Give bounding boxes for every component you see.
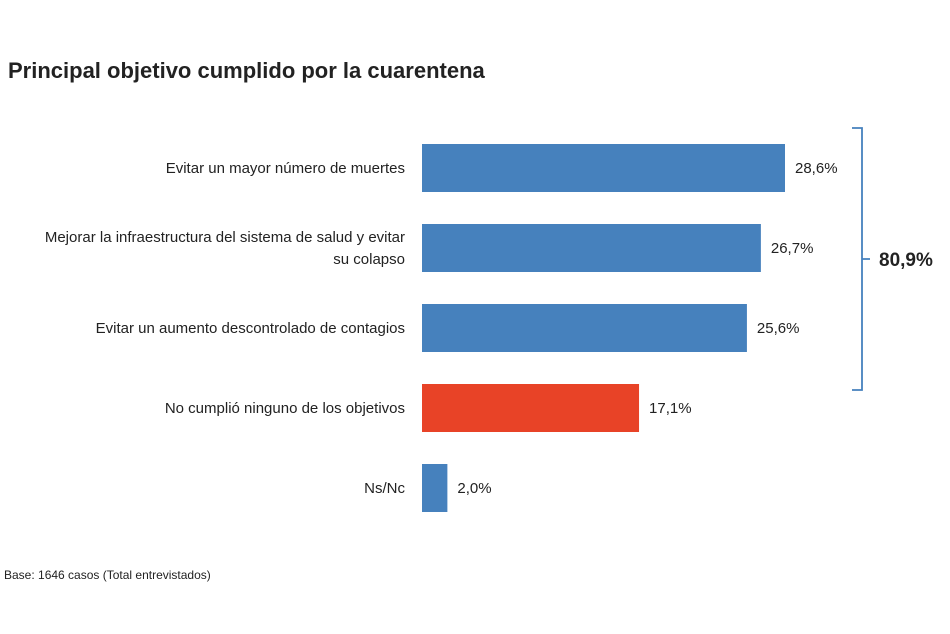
bar-3 <box>422 304 747 352</box>
value-label-2: 26,7% <box>771 240 814 257</box>
value-label-3: 25,6% <box>757 320 800 337</box>
category-label-4: No cumplió ninguno de los objetivos <box>165 400 405 417</box>
bar-1 <box>422 144 785 192</box>
category-label-3: Evitar un aumento descontrolado de conta… <box>96 320 405 337</box>
bar-2 <box>422 224 761 272</box>
bracket-line <box>852 127 870 391</box>
category-labels: Evitar un mayor número de muertes Mejorar… <box>45 160 406 497</box>
value-labels: 28,6% 26,7% 25,6% 17,1% 2,0% <box>457 160 837 497</box>
category-label-5: Ns/Nc <box>364 480 405 497</box>
bar-4 <box>422 384 640 432</box>
value-label-5: 2,0% <box>457 480 491 497</box>
bar-5 <box>422 464 448 512</box>
category-label-1: Evitar un mayor número de muertes <box>166 160 405 177</box>
category-label-2-line-1: Mejorar la infraestructura del sistema d… <box>45 229 405 246</box>
category-label-2-line-2: su colapso <box>333 251 405 268</box>
value-label-4: 17,1% <box>649 400 692 417</box>
chart-title: Principal objetivo cumplido por la cuare… <box>8 58 485 83</box>
value-label-1: 28,6% <box>795 160 838 177</box>
total-bracket: 80,9% <box>852 127 933 391</box>
bracket-total-label: 80,9% <box>879 250 933 271</box>
bars-layer <box>422 144 785 512</box>
base-note: Base: 1646 casos (Total entrevistados) <box>4 568 211 582</box>
